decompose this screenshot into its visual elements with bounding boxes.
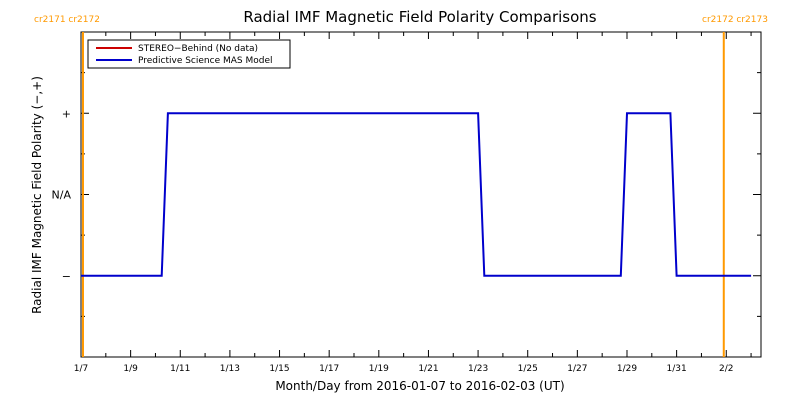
legend-label-mas: Predictive Science MAS Model	[138, 56, 273, 66]
chart-title: Radial IMF Magnetic Field Polarity Compa…	[243, 8, 596, 26]
x-tick-label: 1/7	[74, 364, 88, 374]
x-tick-label: 1/13	[220, 364, 240, 374]
x-axis-label: Month/Day from 2016-01-07 to 2016-02-03 …	[275, 379, 564, 393]
plot-area: 1/7 1/9 1/11 1/13 1/15 1/17 1/19 1/21 1/23 1/25 1/…	[52, 31, 762, 374]
x-tick-label: 1/9	[123, 364, 138, 374]
x-tick-label: 1/29	[617, 364, 637, 374]
x-tick-label: 1/23	[468, 364, 488, 374]
carrington-label-left: cr2171 cr2172	[34, 15, 100, 25]
series-line-mas-model	[81, 112, 752, 277]
y-tick-label: N/A	[52, 189, 72, 202]
plot-frame	[80, 31, 762, 358]
x-tick-label: 1/19	[369, 364, 389, 374]
y-axis-label: Radial IMF Magnetic Field Polarity (−,+)	[30, 76, 44, 314]
y-tick-label: +	[62, 107, 71, 120]
legend-box	[87, 39, 291, 69]
x-tick-label: 1/17	[319, 364, 339, 374]
x-tick-label: 1/21	[418, 364, 438, 374]
x-tick-label: 1/11	[170, 364, 190, 374]
x-tick-label: 1/25	[518, 364, 538, 374]
y-tick-label: −	[62, 270, 71, 283]
x-tick-label: 1/15	[269, 364, 289, 374]
x-tick-label: 1/27	[567, 364, 587, 374]
x-tick-label: 2/2	[719, 364, 733, 374]
legend-label-stereo: STEREO−Behind (No data)	[138, 44, 258, 54]
legend: STEREO−Behind (No data) Predictive Scien…	[87, 39, 291, 69]
carrington-label-right: cr2172 cr2173	[702, 15, 768, 25]
x-tick-label: 1/31	[667, 364, 687, 374]
